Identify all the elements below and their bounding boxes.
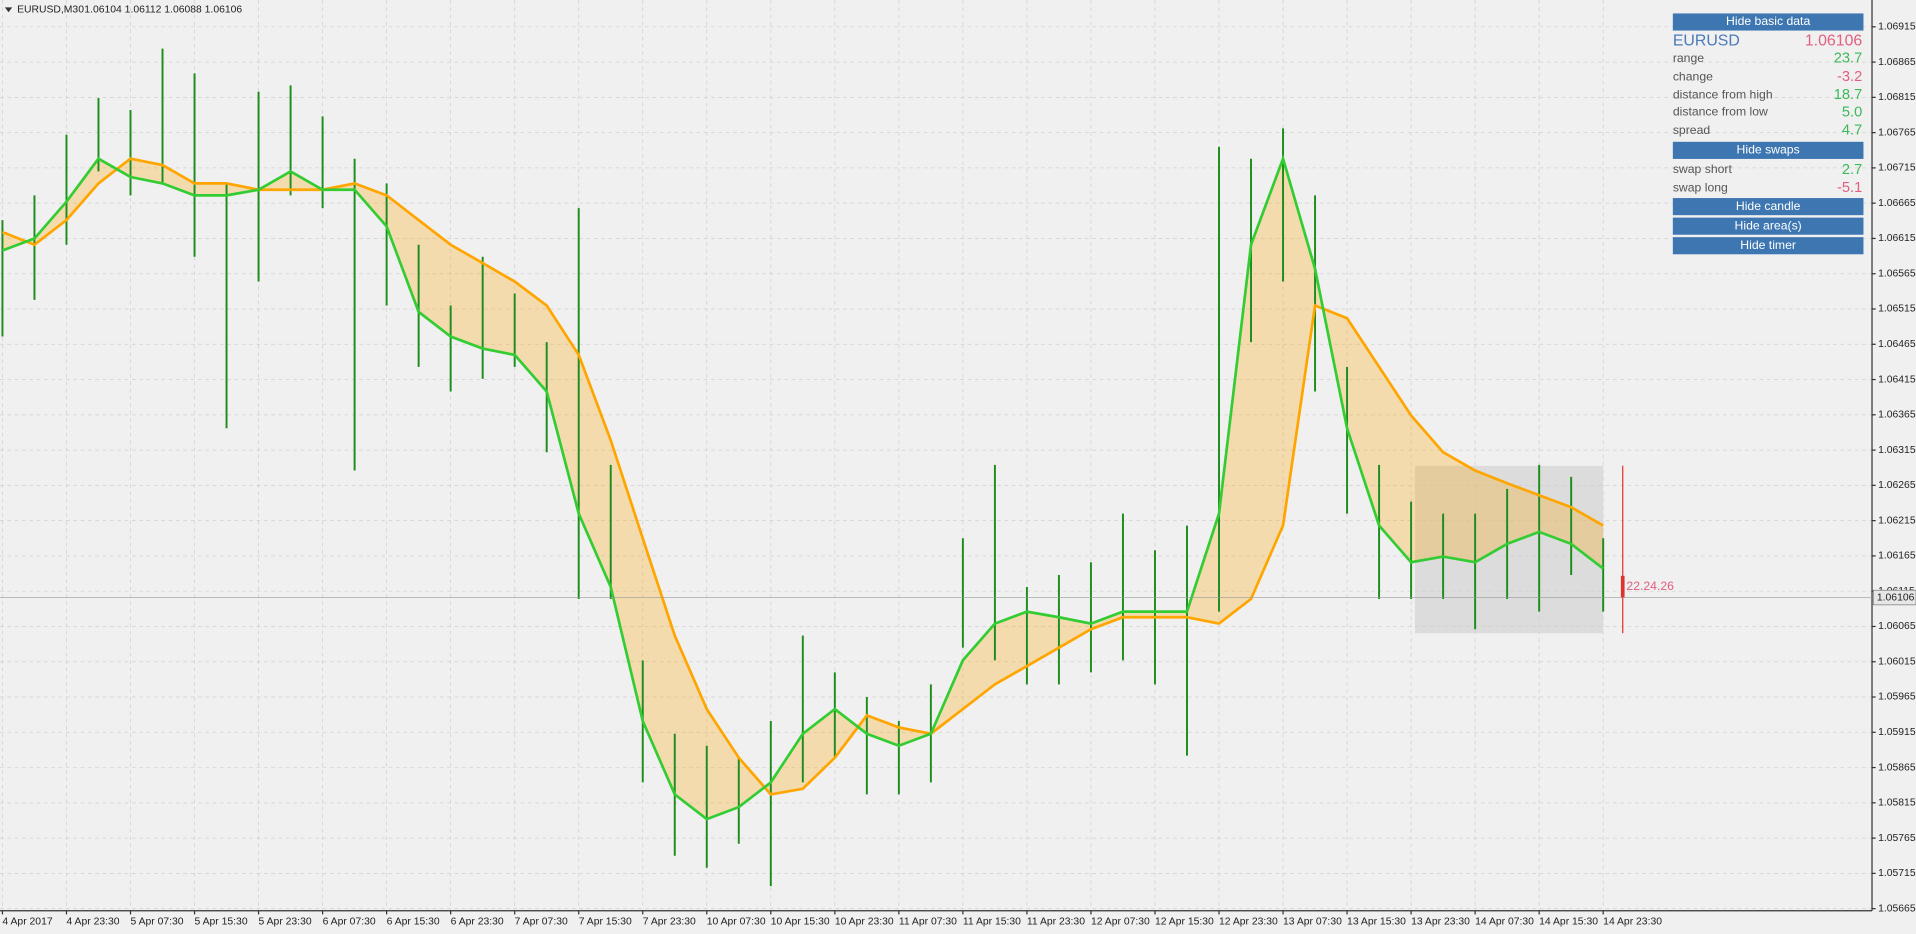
y-tick-label: 1.06015 (1878, 656, 1916, 667)
x-tick-label: 5 Apr 07:30 (131, 917, 184, 928)
y-tick-label: 1.05965 (1878, 692, 1916, 703)
x-tick-label: 5 Apr 23:30 (259, 917, 312, 928)
y-tick-label: 1.06365 (1878, 410, 1916, 421)
x-tick-label: 7 Apr 15:30 (579, 917, 632, 928)
y-tick-label: 1.06265 (1878, 480, 1916, 491)
row-value: 4.7 (1842, 123, 1862, 139)
x-tick-label: 4 Apr 23:30 (66, 917, 119, 928)
ma-ribbon (2, 158, 1604, 820)
y-tick-label: 1.06765 (1878, 127, 1916, 138)
row-label: swap long (1673, 180, 1728, 194)
y-tick-label: 1.06165 (1878, 551, 1916, 562)
x-tick-label: 6 Apr 23:30 (451, 917, 504, 928)
row-value: -5.1 (1837, 180, 1862, 196)
x-tick-label: 13 Apr 23:30 (1411, 917, 1470, 928)
y-tick-label: 1.06065 (1878, 621, 1916, 632)
y-tick-label: 1.06915 (1878, 22, 1916, 33)
row-label: swap short (1673, 162, 1733, 176)
x-tick-label: 12 Apr 07:30 (1091, 917, 1150, 928)
x-tick-label: 11 Apr 07:30 (899, 917, 957, 928)
x-tick-label: 10 Apr 15:30 (771, 917, 830, 928)
button[interactable]: Hide basic data (1672, 13, 1864, 31)
x-tick-label: 10 Apr 23:30 (835, 917, 894, 928)
row-value: 5.0 (1842, 104, 1862, 120)
button[interactable]: Hide area(s) (1672, 217, 1864, 235)
button-label[interactable]: Hide swaps (1737, 143, 1800, 157)
current-price-box (1872, 589, 1916, 606)
timer: 22.24.26 (1626, 579, 1674, 593)
row-value: 23.7 (1834, 51, 1863, 67)
x-tick-label: 14 Apr 15:30 (1539, 917, 1598, 928)
button[interactable]: Hide swaps (1672, 141, 1864, 159)
y-tick-label: 1.05665 (1878, 903, 1916, 914)
symbol: EURUSD (1673, 33, 1740, 50)
quote-header: 1.06104 1.06112 1.06088 1.06106 (84, 5, 242, 16)
row-value: 18.7 (1834, 87, 1863, 103)
row-label: distance from low (1673, 105, 1768, 119)
x-tick-label: 12 Apr 23:30 (1219, 917, 1278, 928)
price: 1.06106 (1805, 33, 1863, 50)
y-tick-label: 1.06315 (1878, 445, 1916, 456)
x-tick-label: 10 Apr 07:30 (707, 917, 766, 928)
y-tick-label: 1.06215 (1878, 515, 1916, 526)
y-tick-label: 1.06515 (1878, 304, 1916, 315)
y-tick-label: 1.06465 (1878, 339, 1916, 350)
x-tick-label: 14 Apr 23:30 (1603, 917, 1662, 928)
button-label[interactable]: Hide candle (1736, 199, 1801, 213)
x-tick-label: 14 Apr 07:30 (1475, 917, 1534, 928)
y-tick-label: 1.05815 (1878, 798, 1916, 809)
row-label: distance from high (1673, 88, 1773, 102)
row-label: change (1673, 69, 1713, 83)
price-marker: 1.06106 (0, 589, 1916, 606)
button-label[interactable]: Hide area(s) (1735, 218, 1802, 232)
y-tick-label: 1.06715 (1878, 163, 1916, 174)
y-tick-label: 1.05715 (1878, 868, 1916, 879)
y-tick-label: 1.06415 (1878, 374, 1916, 385)
row-label: range (1673, 51, 1704, 65)
x-tick-label: 11 Apr 23:30 (1027, 917, 1085, 928)
y-tick-label: 1.05765 (1878, 833, 1916, 844)
symbol-header: EURUSD,M30 (17, 5, 84, 16)
x-tick-label: 13 Apr 15:30 (1347, 917, 1406, 928)
button[interactable]: Hide candle (1672, 198, 1864, 216)
x-tick-label: 7 Apr 07:30 (515, 917, 568, 928)
y-tick-label: 1.05865 (1878, 762, 1916, 773)
y-tick-label: 1.06665 (1878, 198, 1916, 209)
ma-slow-line (1, 157, 1604, 796)
x-tick-label: 13 Apr 07:30 (1283, 917, 1342, 928)
x-tick-label: 5 Apr 15:30 (195, 917, 248, 928)
y-tick-label: 1.06815 (1878, 92, 1916, 103)
x-tick-label: 7 Apr 23:30 (643, 917, 696, 928)
y-tick-label: 1.06565 (1878, 268, 1916, 279)
x-tick-label: 11 Apr 15:30 (963, 917, 1021, 928)
x-tick-label: 4 Apr 2017 (2, 917, 52, 928)
ma-fast-line (1, 154, 1605, 821)
button[interactable]: Hide timer (1672, 237, 1864, 255)
x-tick-label: 12 Apr 15:30 (1155, 917, 1214, 928)
row-value: -3.2 (1837, 69, 1862, 85)
marks (1, 48, 1605, 887)
y-tick-label: 1.05915 (1878, 727, 1916, 738)
row-value: 2.7 (1842, 162, 1862, 178)
menu-arrow[interactable] (4, 7, 13, 13)
button-label[interactable]: Hide timer (1740, 238, 1796, 252)
row-label: spread (1673, 123, 1711, 137)
y-tick-label: 1.06615 (1878, 233, 1916, 244)
x-tick-label: 6 Apr 07:30 (323, 917, 376, 928)
info-panel: Hide basic data EURUSD 1.06106 range 23.… (1672, 13, 1864, 255)
y-tick-label: 1.06865 (1878, 57, 1916, 68)
button-label[interactable]: Hide basic data (1726, 14, 1810, 28)
x-tick-label: 6 Apr 15:30 (387, 917, 440, 928)
current-price-label: 1.06106 (1877, 592, 1915, 603)
